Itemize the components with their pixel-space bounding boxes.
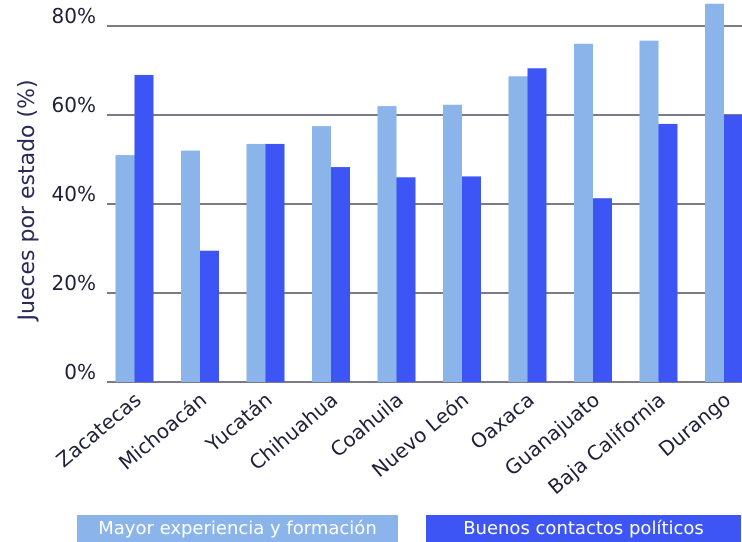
- bar-political: [396, 177, 416, 382]
- legend-item-political: Buenos contactos políticos: [426, 515, 741, 542]
- y-tick-label: 60%: [52, 93, 96, 117]
- bar-political: [593, 198, 612, 382]
- bar-experience: [443, 104, 462, 382]
- x-tick-labels: ZacatecasMichoacánYucatánChihuahuaCoahui…: [51, 387, 735, 499]
- bar-experience: [508, 76, 528, 382]
- bar-experience: [705, 3, 724, 382]
- bar-political: [265, 143, 285, 382]
- bar-experience: [574, 43, 593, 383]
- legend-label-political: Buenos contactos políticos: [463, 518, 704, 539]
- bar-experience: [312, 126, 331, 382]
- legend-item-experience: Mayor experiencia y formación: [77, 515, 398, 542]
- bar-experience: [115, 155, 135, 382]
- bar-political: [658, 123, 678, 383]
- y-tick-label: 20%: [52, 271, 96, 295]
- bar-political: [331, 167, 350, 382]
- y-tick-labels: 0% 20% 40% 60% 80%: [52, 4, 96, 384]
- y-tick-label: 80%: [52, 4, 96, 28]
- y-tick-label: 0%: [64, 360, 96, 384]
- bar-experience: [639, 40, 659, 383]
- y-axis-label: Jueces por estado (%): [15, 79, 40, 322]
- bar-chart: 0% 20% 40% 60% 80% ZacatecasMichoacánYucatán…: [15, 3, 742, 499]
- legend-label-experience: Mayor experiencia y formación: [98, 518, 377, 539]
- x-tick-label: Baja California: [543, 387, 670, 499]
- bars: [115, 3, 742, 383]
- bar-experience: [246, 143, 266, 382]
- bar-political: [724, 115, 742, 382]
- y-tick-label: 40%: [52, 182, 96, 206]
- bar-political: [527, 68, 547, 383]
- x-tick-label: Durango: [654, 387, 735, 461]
- bar-experience: [181, 150, 200, 382]
- bar-political: [462, 176, 481, 382]
- bar-experience: [377, 106, 397, 382]
- bar-political: [200, 250, 219, 382]
- bar-political: [134, 74, 154, 382]
